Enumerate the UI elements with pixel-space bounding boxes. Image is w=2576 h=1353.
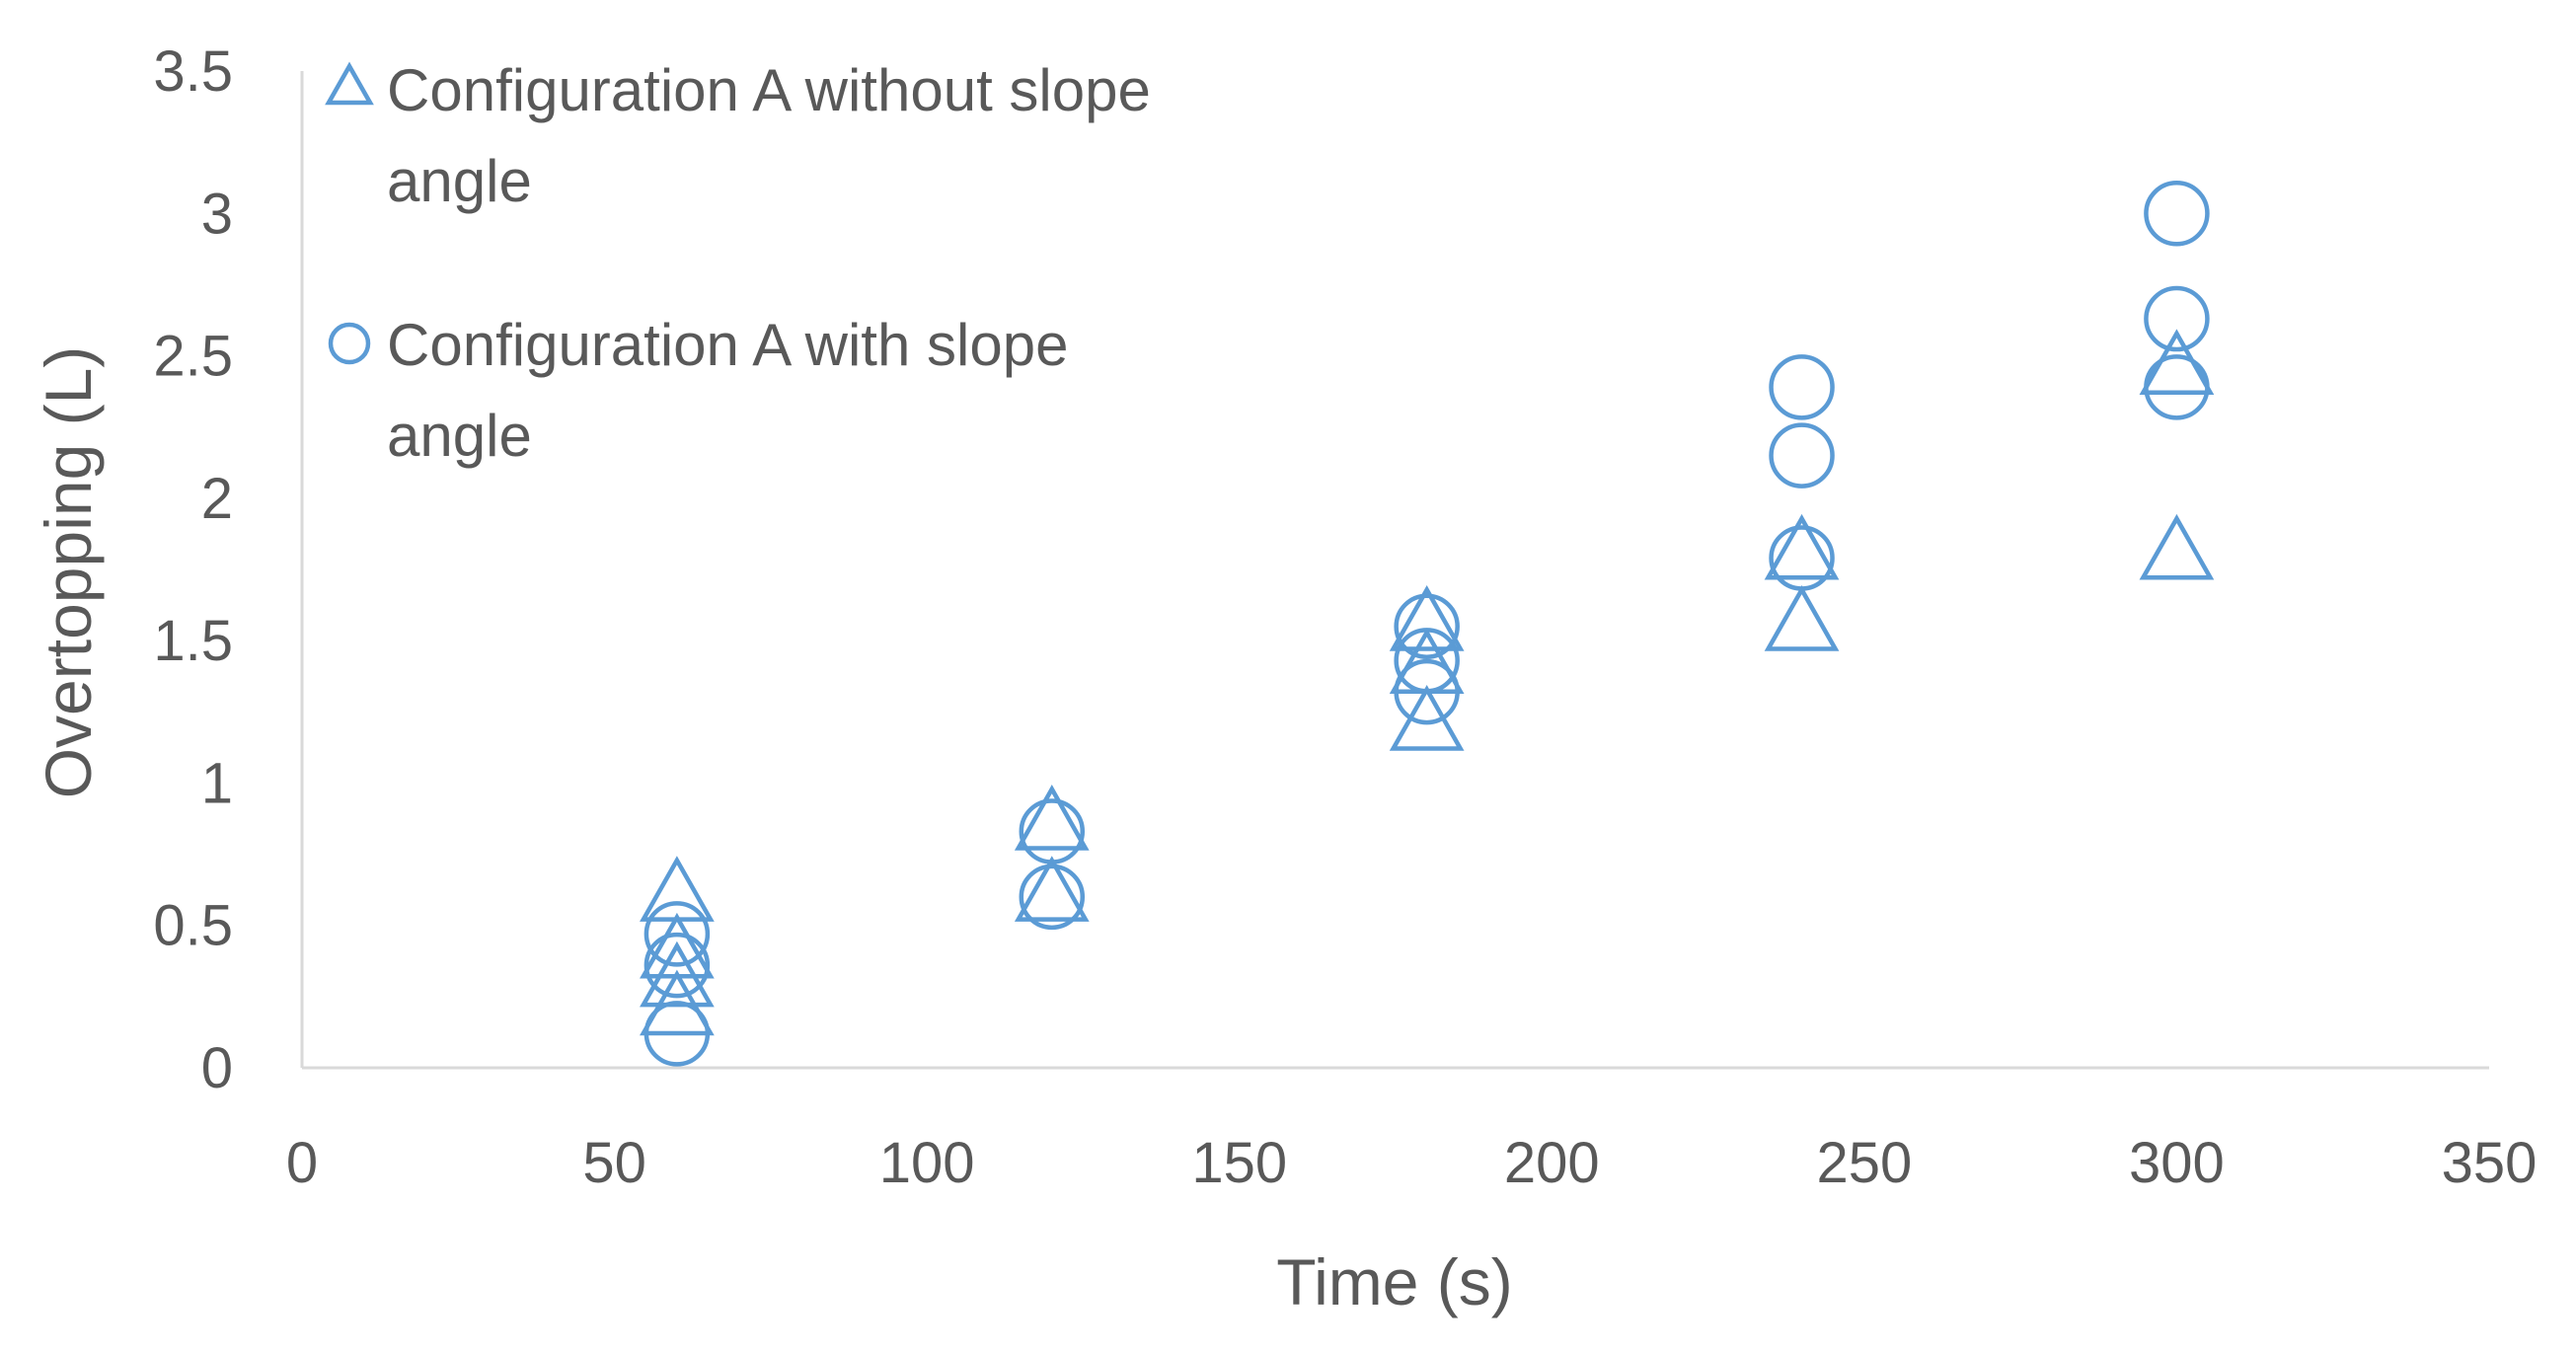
y-tick-label: 3.5	[153, 39, 233, 104]
legend-label: angle	[387, 403, 532, 469]
legend-label: angle	[387, 148, 532, 214]
x-tick-label: 200	[1504, 1131, 1600, 1195]
circle-point	[1019, 864, 1086, 931]
triangle-point	[1764, 513, 1840, 580]
x-tick-label: 0	[286, 1131, 318, 1195]
legend-triangle-icon	[325, 61, 374, 106]
y-tick-label: 2.5	[153, 325, 233, 389]
triangle-point	[1389, 585, 1465, 651]
x-tick-label: 50	[582, 1131, 646, 1195]
circle-point	[1019, 798, 1086, 864]
y-tick-label: 0	[201, 1036, 233, 1100]
y-axis-title: Overtopping (L)	[32, 346, 105, 799]
triangle-point	[640, 856, 715, 922]
circle-point	[2144, 285, 2210, 352]
y-tick-label: 0.5	[153, 894, 233, 958]
y-tick-label: 3	[201, 182, 233, 246]
circle-point	[2144, 354, 2210, 420]
legend-circle-icon	[328, 322, 371, 365]
x-tick-label: 350	[2442, 1131, 2538, 1195]
x-tick-label: 300	[2129, 1131, 2225, 1195]
x-tick-label: 150	[1191, 1131, 1287, 1195]
triangle-point	[1764, 585, 1840, 651]
y-tick-label: 1	[201, 751, 233, 815]
x-tick-label: 250	[1816, 1131, 1912, 1195]
legend-entry: Configuration A with slope angle	[328, 312, 1068, 469]
circle-point	[1394, 593, 1460, 659]
x-tick-label: 100	[879, 1131, 975, 1195]
triangle-point	[2139, 513, 2215, 580]
y-tick-label: 1.5	[153, 609, 233, 673]
circle-point	[1769, 354, 1835, 420]
x-axis-title: Time (s)	[1276, 1245, 1513, 1318]
circle-point	[1394, 628, 1460, 694]
triangle-point	[2139, 329, 2215, 395]
circle-point	[644, 901, 711, 967]
triangle-point	[1014, 856, 1090, 922]
circle-point	[1769, 422, 1835, 489]
triangle-point	[640, 969, 715, 1036]
circle-point	[1394, 658, 1460, 725]
y-tick-label: 2	[201, 467, 233, 531]
legend-label: Configuration A without slope	[387, 57, 1151, 123]
circle-point	[644, 1001, 711, 1067]
triangle-point	[1389, 685, 1465, 751]
circle-point	[644, 932, 711, 999]
legend-entry: Configuration A without slope angle	[325, 57, 1151, 214]
legend-label: Configuration A with slope	[387, 312, 1068, 378]
circle-point	[1769, 525, 1835, 591]
circle-point	[2144, 181, 2210, 247]
triangle-point	[1014, 785, 1090, 851]
